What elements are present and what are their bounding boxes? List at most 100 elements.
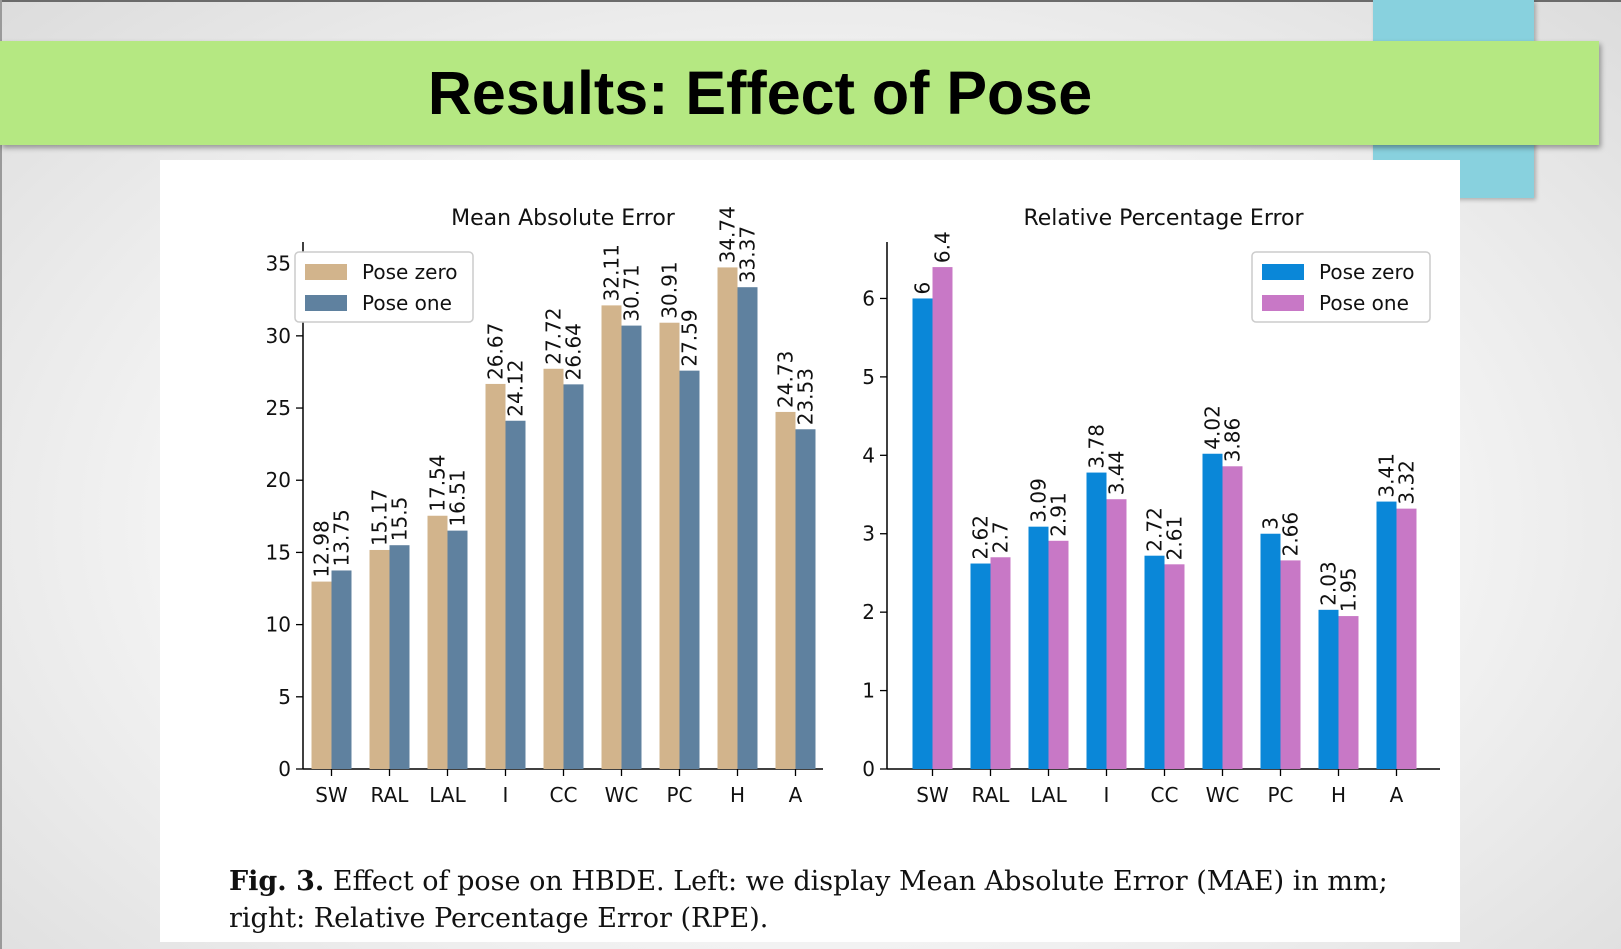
bar-value-label: 3.09 — [1027, 478, 1051, 523]
bar-value-label: 27.72 — [542, 308, 566, 365]
rpe-chart: Relative Percentage Error 0 1 2 3 4 5 6 SW 6 6.4 RA… — [862, 206, 1440, 807]
x-tick-label: WC — [1206, 783, 1240, 807]
y-tick-label: 5 — [862, 365, 875, 389]
bar-value-label: 2.7 — [989, 521, 1013, 553]
bar-value-label: 6 — [911, 282, 935, 295]
bar — [447, 530, 468, 769]
bar — [1280, 560, 1301, 769]
x-tick-label: RAL — [371, 783, 410, 807]
chart-legend: Pose zero Pose one — [1251, 251, 1431, 323]
y-tick-label: 15 — [266, 540, 291, 564]
x-tick-label: PC — [1267, 783, 1293, 807]
figure-caption: Fig. 3. Effect of pose on HBDE. Left: we… — [229, 863, 1454, 937]
bar-value-label: 3 — [1259, 517, 1283, 530]
x-tick-label: SW — [916, 783, 949, 807]
chart-legend: Pose zero Pose one — [294, 251, 474, 323]
bar-value-label: 26.67 — [484, 323, 508, 380]
bar-value-label: 32.11 — [600, 244, 624, 301]
bar-value-label: 15.17 — [368, 489, 392, 546]
bar-value-label: 24.73 — [774, 351, 798, 408]
bar-value-label: 16.51 — [446, 469, 470, 526]
y-tick-label: 6 — [862, 286, 875, 310]
bar-value-label: 2.91 — [1047, 492, 1071, 537]
bar — [427, 515, 448, 769]
bar-value-label: 2.62 — [969, 515, 993, 560]
bar — [311, 581, 332, 769]
x-tick-label: LAL — [429, 783, 466, 807]
bar-value-label: 26.64 — [562, 323, 586, 380]
x-tick-label: CC — [550, 783, 578, 807]
bar-value-label: 2.72 — [1143, 507, 1167, 552]
y-tick-label: 30 — [266, 324, 291, 348]
legend-swatch — [1262, 264, 1304, 280]
bar-value-label: 3.41 — [1375, 453, 1399, 498]
caption-text: Effect of pose on HBDE. Left: we display… — [229, 866, 1388, 934]
caption-label: Fig. 3. — [229, 866, 325, 897]
y-tick-label: 3 — [862, 522, 875, 546]
bar-value-label: 24.12 — [504, 359, 528, 416]
bar — [1338, 616, 1359, 769]
y-tick-label: 1 — [862, 679, 875, 703]
bar — [331, 570, 352, 769]
mae-chart: Mean Absolute Error 0 5 10 15 20 25 30 35 SW 12.98… — [266, 206, 823, 807]
bar — [369, 549, 390, 769]
bar-value-label: 23.53 — [794, 368, 818, 425]
bar — [1086, 472, 1107, 769]
bar — [1164, 564, 1185, 769]
bar-value-label: 12.98 — [310, 520, 334, 577]
x-tick-label: CC — [1151, 783, 1179, 807]
y-tick-label: 0 — [278, 757, 291, 781]
bar — [1202, 453, 1223, 769]
bar — [485, 383, 506, 769]
y-tick-label: 5 — [278, 685, 291, 709]
x-tick-label: H — [1331, 783, 1346, 807]
x-tick-label: PC — [666, 783, 692, 807]
bar — [659, 322, 680, 769]
y-tick-label: 20 — [266, 468, 291, 492]
slide-title: Results: Effect of Pose — [427, 59, 1093, 127]
legend-swatch — [1262, 295, 1304, 311]
bar — [1222, 466, 1243, 769]
bar-value-label: 3.78 — [1085, 424, 1109, 469]
x-tick-label: SW — [315, 783, 348, 807]
bar-value-label: 17.54 — [426, 454, 450, 511]
bar-value-label: 1.95 — [1337, 568, 1361, 613]
x-tick-label: WC — [605, 783, 639, 807]
x-tick-label: A — [1390, 783, 1404, 807]
y-tick-label: 4 — [862, 443, 875, 467]
bar — [621, 325, 642, 769]
y-tick-label: 25 — [266, 396, 291, 420]
bar-value-label: 15.5 — [388, 497, 412, 542]
bar — [679, 370, 700, 769]
bar — [795, 429, 816, 769]
top-border-line — [0, 0, 1621, 2]
bar-value-label: 6.4 — [931, 231, 955, 263]
bar — [1396, 508, 1417, 769]
bar-value-label: 3.32 — [1395, 460, 1419, 505]
legend-label: Pose zero — [1319, 260, 1415, 284]
bar — [970, 563, 991, 769]
bar-value-label: 13.75 — [330, 509, 354, 566]
bar — [543, 368, 564, 769]
bar — [1376, 501, 1397, 769]
bar — [601, 305, 622, 769]
bar — [389, 545, 410, 769]
legend-label: Pose one — [1319, 291, 1409, 315]
chart-title: Relative Percentage Error — [1023, 206, 1304, 231]
bar — [505, 420, 526, 769]
x-tick-label: RAL — [972, 783, 1011, 807]
y-tick-label: 10 — [266, 613, 291, 637]
legend-label: Pose one — [362, 291, 452, 315]
bar — [1048, 540, 1069, 769]
x-tick-label: A — [789, 783, 803, 807]
x-tick-label: I — [1104, 783, 1110, 807]
bar — [1144, 555, 1165, 769]
bar-value-label: 2.03 — [1317, 561, 1341, 606]
bar — [717, 267, 738, 769]
bar — [1260, 533, 1281, 769]
bar-value-label: 4.02 — [1201, 405, 1225, 450]
legend-label: Pose zero — [362, 260, 458, 284]
bar — [775, 411, 796, 769]
bar-value-label: 30.71 — [620, 264, 644, 321]
